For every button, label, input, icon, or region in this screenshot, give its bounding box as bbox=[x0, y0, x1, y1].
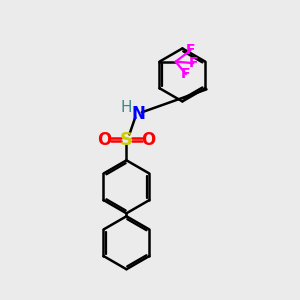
Text: F: F bbox=[189, 56, 198, 70]
Text: O: O bbox=[98, 131, 112, 149]
Text: O: O bbox=[141, 131, 155, 149]
Text: S: S bbox=[120, 131, 133, 149]
Text: F: F bbox=[181, 67, 191, 81]
Text: N: N bbox=[131, 105, 145, 123]
Text: F: F bbox=[186, 44, 195, 58]
Text: H: H bbox=[120, 100, 132, 115]
